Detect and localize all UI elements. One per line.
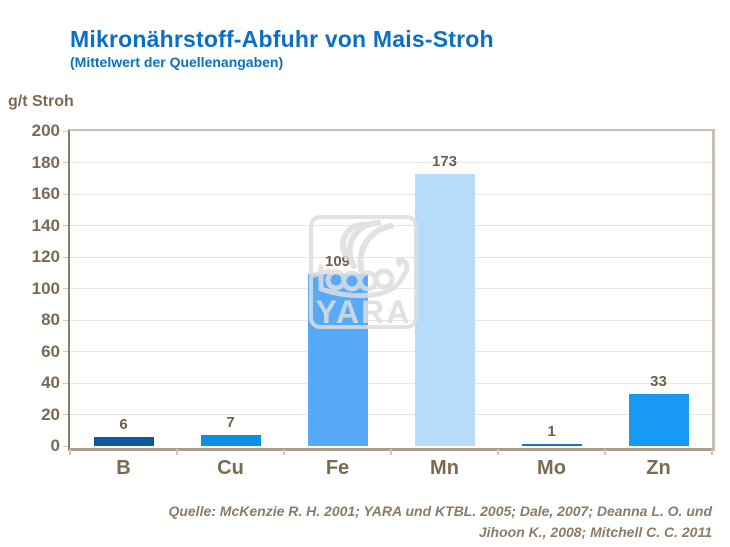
watermark-shield-3 [357, 270, 379, 292]
x-tick-mark [711, 449, 713, 455]
y-tick-label: 200 [31, 121, 60, 140]
y-tick-label: 140 [31, 215, 60, 235]
x-tick-mark [604, 449, 606, 455]
y-tick-mark [63, 445, 68, 447]
x-category-label-Zn: Zn [646, 457, 671, 479]
y-tick-mark [63, 193, 68, 195]
bar-B [93, 436, 154, 446]
watermark-shield-4 [373, 268, 395, 290]
source-line-2: Jihoon K., 2008; Mitchell C. C. 2011 [478, 524, 712, 540]
y-tick-mark [63, 382, 68, 384]
y-tick-mark [63, 288, 68, 289]
x-tick-mark [69, 449, 71, 455]
bar-Fe [307, 274, 368, 446]
source-citation: Quelle: McKenzie R. H. 2001; YARA und KT… [50, 501, 712, 543]
y-tick-label: 100 [31, 278, 60, 298]
x-tick-mark [497, 449, 499, 455]
y-gridline [70, 319, 712, 321]
y-tick-label: 80 [41, 310, 60, 329]
y-tick-mark [63, 225, 68, 226]
x-category-label-Cu: Cu [217, 457, 244, 479]
y-tick-label: 20 [41, 404, 60, 424]
y-tick-label: 60 [41, 341, 60, 361]
x-category-label-B: B [116, 457, 131, 479]
y-tick-label: 0 [50, 436, 60, 455]
y-tick-mark [63, 256, 68, 258]
x-tick-mark [283, 449, 285, 455]
bar-Cu [200, 434, 261, 446]
y-gridline [70, 193, 712, 195]
bar-value-Cu: 7 [226, 413, 235, 431]
x-category-label-Mo: Mo [537, 457, 566, 479]
x-tick-mark [176, 449, 178, 455]
y-tick-label: 180 [31, 152, 60, 172]
watermark-frame [309, 215, 418, 329]
watermark-stern [311, 268, 332, 278]
bar-Mo [521, 444, 582, 446]
bar-Zn [628, 394, 689, 446]
x-category-label-Fe: Fe [325, 457, 350, 479]
y-tick-mark [63, 414, 68, 415]
y-gridline [70, 414, 712, 415]
y-gridline [70, 162, 712, 163]
y-tick-label: 120 [31, 247, 60, 266]
watermark-prow [395, 257, 410, 278]
chart-title: Mikronährstoff-Abfuhr von Mais-Stroh [70, 26, 494, 52]
source-line-1: Quelle: McKenzie R. H. 2001; YARA und KT… [168, 503, 712, 519]
yara-watermark-logo: YARA [309, 215, 418, 330]
bar-value-B: 6 [119, 415, 128, 433]
bar-value-Mn: 173 [431, 152, 458, 170]
bar-value-Zn: 33 [650, 373, 667, 391]
y-tick-mark [63, 319, 68, 321]
watermark-text: YARA [316, 294, 412, 330]
y-axis-unit-label: g/t Stroh [8, 93, 74, 110]
y-gridline [70, 351, 712, 352]
y-tick-label: 160 [31, 184, 60, 203]
y-gridline [70, 256, 712, 258]
watermark-smoke-2 [346, 219, 381, 269]
bar-value-Mo: 1 [547, 423, 556, 440]
watermark-hull [318, 264, 407, 299]
chart-subtitle: (Mittelwert der Quellenangaben) [70, 54, 284, 70]
x-tick-mark [390, 449, 392, 455]
y-tick-mark [63, 130, 68, 132]
y-tick-mark [63, 162, 68, 163]
y-gridline [70, 382, 712, 384]
watermark-smoke-3 [357, 223, 394, 275]
x-category-label-Mn: Mn [430, 457, 459, 479]
bar-Mn [414, 173, 475, 446]
watermark-smoke-1 [339, 221, 368, 260]
y-tick-label: 40 [41, 373, 60, 392]
y-tick-mark [63, 351, 68, 352]
